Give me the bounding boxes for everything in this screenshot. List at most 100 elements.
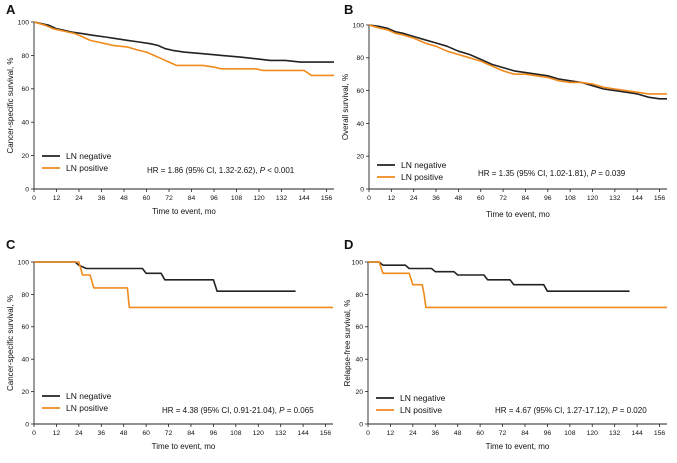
x-tick-label: 144 (298, 195, 310, 202)
hr-suffix: = 0.039 (596, 169, 626, 178)
x-tick-label: 96 (544, 430, 552, 437)
hr-suffix: < 0.001 (265, 166, 295, 175)
hr-p-symbol: P (612, 406, 618, 415)
x-tick-label: 156 (320, 430, 332, 437)
series-line-ln-positive (368, 261, 667, 309)
hr-prefix: HR = 1.86 (95% CI, 1.32-2.62), (147, 166, 260, 175)
x-tick-label: 96 (544, 195, 552, 202)
hr-prefix: HR = 1.35 (95% CI, 1.02-1.81), (478, 169, 591, 178)
x-tick-label: 24 (75, 430, 83, 437)
y-tick-label: 0 (25, 186, 29, 193)
x-tick-label: 120 (587, 430, 599, 437)
y-tick-label: 100 (353, 22, 365, 29)
x-tick-label: 84 (188, 195, 196, 202)
y-tick-label: 40 (355, 357, 363, 364)
x-tick-label: 48 (120, 430, 128, 437)
x-tick-label: 72 (499, 195, 507, 202)
y-tick-label: 20 (21, 389, 29, 396)
y-tick-label: 60 (21, 86, 29, 93)
hr-suffix: = 0.020 (618, 406, 648, 415)
x-tick-label: 132 (609, 430, 621, 437)
y-tick-label: 60 (355, 324, 363, 331)
x-tick-label: 12 (53, 195, 61, 202)
legend-label: LN positive (66, 163, 108, 173)
x-axis-title: Time to event, mo (152, 207, 216, 216)
panel-letter: A (6, 2, 16, 17)
x-tick-label: 36 (98, 195, 106, 202)
x-tick-label: 120 (253, 195, 265, 202)
x-tick-label: 96 (210, 195, 218, 202)
y-tick-label: 80 (355, 292, 363, 299)
panel-c: C 0 12 24 36 48 60 72 84 96 108 120 132 144 156 0 20 40 60… (6, 237, 333, 451)
legend-label: LN negative (66, 391, 112, 401)
x-tick-label: 144 (632, 195, 644, 202)
hr-p-symbol: P (260, 166, 266, 175)
panel-letter: D (344, 237, 353, 252)
x-tick-label: 0 (366, 430, 370, 437)
series-line-ln-positive (34, 261, 333, 309)
x-tick-label: 72 (499, 430, 507, 437)
x-tick-label: 48 (455, 195, 463, 202)
x-tick-label: 60 (142, 430, 150, 437)
legend-label: LN negative (400, 393, 446, 403)
legend-label: LN positive (400, 405, 442, 415)
x-tick-label: 120 (253, 430, 265, 437)
hr-prefix: HR = 4.67 (95% CI, 1.27-17.12), (495, 406, 612, 415)
y-tick-label: 0 (25, 421, 29, 428)
x-tick-label: 36 (432, 195, 440, 202)
series-line-ln-positive (368, 24, 667, 95)
y-tick-label: 20 (21, 153, 29, 160)
x-tick-label: 24 (75, 195, 83, 202)
x-tick-label: 36 (97, 430, 105, 437)
y-tick-label: 80 (21, 53, 29, 60)
hr-p-symbol: P (591, 169, 597, 178)
x-tick-label: 120 (587, 195, 599, 202)
series-line-ln-negative (33, 21, 334, 63)
y-tick-label: 80 (356, 55, 364, 62)
x-tick-label: 84 (187, 430, 195, 437)
x-tick-label: 0 (367, 195, 371, 202)
y-tick-label: 40 (21, 120, 29, 127)
x-tick-label: 84 (522, 195, 530, 202)
x-tick-label: 132 (276, 195, 288, 202)
y-tick-label: 100 (352, 259, 364, 266)
hr-suffix: = 0.065 (285, 406, 315, 415)
legend-label: LN negative (401, 160, 447, 170)
y-tick-label: 60 (356, 88, 364, 95)
panel-letter: B (344, 2, 353, 17)
series-line-ln-negative (368, 261, 630, 293)
series-line-ln-positive (33, 21, 334, 77)
x-tick-label: 12 (388, 195, 396, 202)
panel-b: B 0 12 24 36 48 60 72 84 96 108 120 132 144 156 0 20 40 60… (341, 2, 667, 219)
series-line-ln-negative (368, 24, 667, 100)
x-axis-title: Time to event, mo (152, 442, 216, 451)
y-axis-title: Cancer-specific survival, % (6, 57, 15, 153)
x-tick-label: 72 (165, 195, 173, 202)
y-axis-title: Relapse-free survival, % (343, 300, 352, 387)
x-tick-label: 12 (53, 430, 61, 437)
y-tick-label: 0 (359, 421, 363, 428)
x-tick-label: 24 (410, 195, 418, 202)
x-axis-title: Time to event, mo (486, 442, 550, 451)
y-tick-label: 100 (18, 19, 30, 26)
x-tick-label: 156 (654, 430, 666, 437)
x-tick-label: 72 (165, 430, 173, 437)
hr-prefix: HR = 4.38 (95% CI, 0.91-21.04), (162, 406, 279, 415)
legend-label: LN positive (66, 403, 108, 413)
x-tick-label: 132 (275, 430, 287, 437)
y-tick-label: 40 (21, 357, 29, 364)
hr-annotation: HR = 4.38 (95% CI, 0.91-21.04), P = 0.06… (162, 406, 314, 415)
x-tick-label: 108 (230, 430, 242, 437)
legend-label: LN positive (401, 172, 443, 182)
x-tick-label: 0 (32, 430, 36, 437)
x-tick-label: 84 (521, 430, 529, 437)
hr-p-symbol: P (279, 406, 285, 415)
panel-d: D 0 12 24 36 48 60 72 84 96 108 120 132 144 156 0 20 40 60… (343, 237, 667, 451)
hr-annotation: HR = 1.86 (95% CI, 1.32-2.62), P < 0.001 (147, 166, 295, 175)
x-tick-label: 108 (231, 195, 243, 202)
x-axis-title: Time to event, mo (486, 210, 550, 219)
x-tick-label: 36 (431, 430, 439, 437)
x-tick-label: 96 (210, 430, 218, 437)
y-tick-label: 40 (356, 121, 364, 128)
legend-label: LN negative (66, 151, 112, 161)
